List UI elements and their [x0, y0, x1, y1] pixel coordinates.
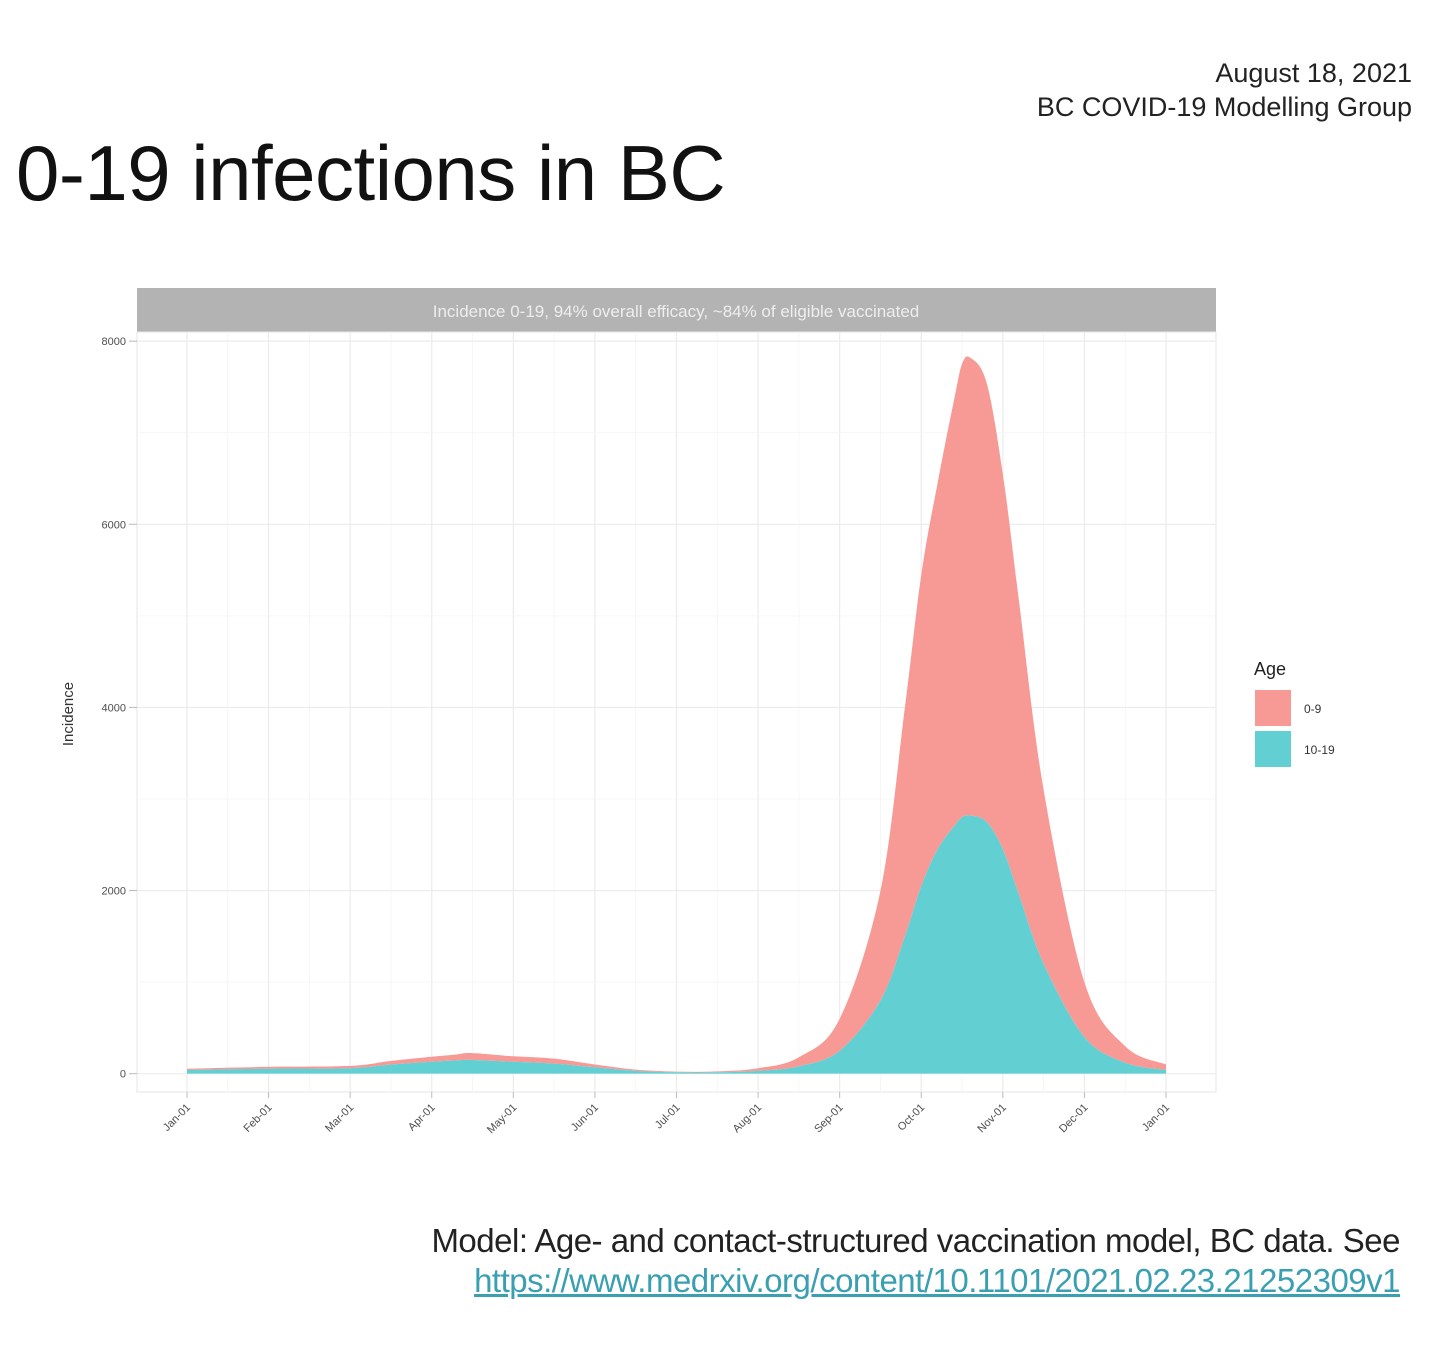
x-tick-label: Jan-01	[1140, 1102, 1172, 1134]
x-tick-label: Feb-01	[242, 1102, 275, 1135]
date-text: August 18, 2021	[1215, 58, 1412, 88]
slide-title: 0-19 infections in BC	[16, 129, 726, 217]
legend-key-10-19	[1255, 731, 1291, 767]
x-tick-label: Jun-01	[569, 1102, 601, 1134]
facet-strip	[137, 288, 1216, 332]
x-tick-label: Mar-01	[323, 1102, 356, 1135]
legend: Age 0-9 10-19	[1254, 659, 1335, 767]
medrxiv-link[interactable]: https://www.medrxiv.org/content/10.1101/…	[474, 1262, 1400, 1299]
legend-key-0-9	[1255, 690, 1291, 726]
x-tick-label: Sep-01	[812, 1102, 846, 1136]
area-0-9	[187, 356, 1166, 1073]
y-tick-label: 4000	[102, 702, 126, 714]
facet-strip-title: Incidence 0-19, 94% overall efficacy, ~8…	[433, 302, 920, 321]
area-10-19	[187, 815, 1166, 1074]
x-tick-label: Jul-01	[653, 1102, 683, 1132]
incidence-chart: Incidence 0-19, 94% overall efficacy, ~8…	[60, 288, 1335, 1136]
x-tick-label: Aug-01	[731, 1102, 765, 1136]
y-tick-label: 6000	[102, 519, 126, 531]
x-tick-label: Jan-01	[161, 1102, 193, 1134]
x-tick-label: Oct-01	[896, 1102, 928, 1134]
organization-text: BC COVID-19 Modelling Group	[1036, 92, 1412, 122]
y-tick-label: 0	[120, 1069, 126, 1081]
legend-title: Age	[1254, 659, 1286, 679]
model-note: Model: Age- and contact-structured vacci…	[431, 1222, 1400, 1259]
legend-label-0-9: 0-9	[1304, 702, 1322, 716]
grid-lines	[137, 332, 1216, 1092]
y-axis-label: Incidence	[60, 682, 77, 746]
stacked-areas	[187, 356, 1166, 1074]
y-axis-ticks: 0 2000 4000 6000 8000	[102, 336, 137, 1081]
x-tick-label: Dec-01	[1057, 1102, 1091, 1136]
legend-label-10-19: 10-19	[1304, 743, 1335, 757]
x-tick-label: Nov-01	[975, 1102, 1009, 1136]
y-tick-label: 2000	[102, 886, 126, 898]
x-tick-label: May-01	[485, 1102, 519, 1136]
x-axis-ticks: Jan-01 Feb-01 Mar-01 Apr-01 May-01 Jun-01 Jul-…	[161, 1092, 1172, 1136]
x-tick-label: Apr-01	[406, 1102, 438, 1134]
y-tick-label: 8000	[102, 336, 126, 348]
